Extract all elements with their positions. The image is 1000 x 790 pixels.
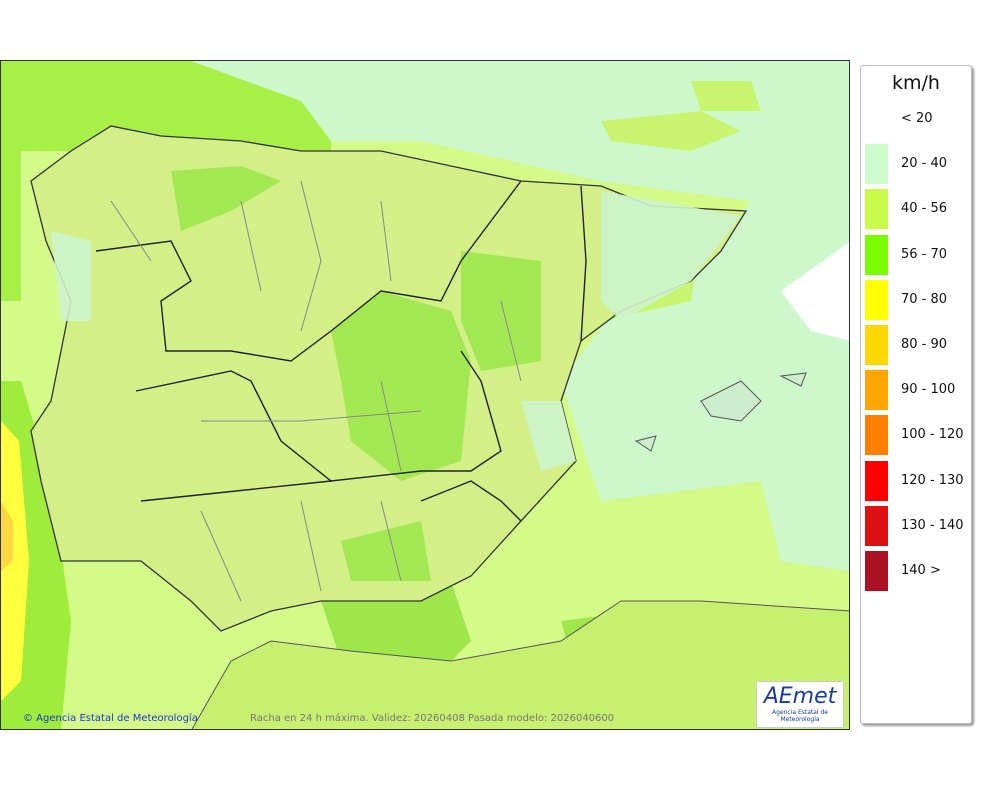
logo-wordmark: AEmet xyxy=(763,684,837,709)
legend-item: 56 - 70 xyxy=(865,234,969,275)
legend-item: 140 > xyxy=(865,551,969,591)
legend-item: < 20 xyxy=(865,99,969,139)
legend-label: 100 - 120 xyxy=(901,427,964,443)
legend-swatch xyxy=(865,144,888,185)
legend-label: 40 - 56 xyxy=(901,201,948,217)
legend-label: 20 - 40 xyxy=(901,156,948,172)
region-borders xyxy=(95,180,587,522)
legend-label: 70 - 80 xyxy=(901,291,948,307)
gust-zone-20-40-coast xyxy=(51,191,741,471)
legend-label: 80 - 90 xyxy=(901,337,948,352)
africa-landmass xyxy=(191,600,849,729)
gust-zone-56-70-inland xyxy=(171,166,541,581)
gust-zone-70-80 xyxy=(1,421,29,701)
legend-label: 120 - 130 xyxy=(901,472,964,488)
legend-swatch xyxy=(865,325,888,365)
legend-label: 140 > xyxy=(901,563,941,578)
legend-label: 56 - 70 xyxy=(901,246,948,262)
wind-gust-map: © Agencia Estatal de Meteorología Racha … xyxy=(0,60,850,730)
legend-swatch xyxy=(865,234,888,275)
gust-zone-56-70-nw xyxy=(1,61,331,301)
legend-label: 90 - 100 xyxy=(901,382,956,398)
legend-swatch xyxy=(865,189,888,230)
legend-label: 130 - 140 xyxy=(901,517,964,533)
legend-swatch xyxy=(865,505,888,546)
legend: km/h < 20 20 - 40 40 - 56 56 - 70 70 - 80 80 … xyxy=(860,65,972,724)
legend-item: 120 - 130 xyxy=(865,460,969,501)
balearic-islands xyxy=(634,372,807,452)
map-canvas xyxy=(1,61,849,729)
legend-item: 100 - 120 xyxy=(865,415,969,456)
legend-swatch xyxy=(865,551,888,591)
province-borders xyxy=(110,180,522,602)
gust-zone-below-20 xyxy=(781,242,849,341)
legend-swatch xyxy=(865,370,888,411)
legend-swatch xyxy=(865,279,888,320)
legend-item: 20 - 40 xyxy=(865,144,969,185)
legend-item: 70 - 80 xyxy=(865,279,969,320)
legend-label: < 20 xyxy=(901,111,933,126)
legend-item: 80 - 90 xyxy=(865,325,969,365)
legend-swatch xyxy=(865,415,888,456)
legend-swatch xyxy=(865,460,888,501)
legend-item: 90 - 100 xyxy=(865,370,969,411)
legend-item: 40 - 56 xyxy=(865,189,969,230)
map-caption: Racha en 24 h máxima. Validez: 20260408 … xyxy=(250,713,615,724)
legend-unit: km/h xyxy=(892,72,940,94)
gust-zone-80-90 xyxy=(1,501,13,571)
logo-subtext: Agencia Estatal de Meteorología xyxy=(771,709,828,723)
legend-item: 130 - 140 xyxy=(865,505,969,546)
gust-zone-20-40-ne xyxy=(191,61,849,571)
aemet-logo: AEmet Agencia Estatal de Meteorología xyxy=(756,681,844,728)
copyright-text: © Agencia Estatal de Meteorología xyxy=(23,713,198,724)
